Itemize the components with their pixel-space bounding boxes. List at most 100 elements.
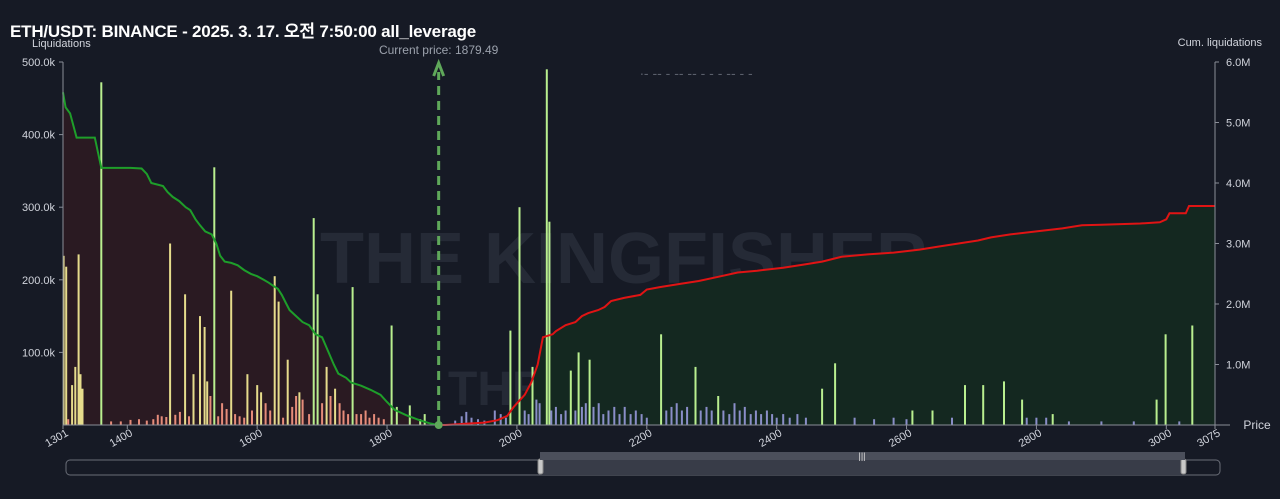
liquidation-bar	[660, 334, 663, 426]
liquidation-bar	[717, 396, 720, 425]
liquidation-bar	[548, 221, 551, 425]
liquidation-bar	[982, 385, 985, 425]
y-right-tick-label: 5.0M	[1226, 118, 1250, 130]
top-faded-text: ∙- -- - -- -- - - - -- - -	[640, 65, 753, 81]
liquidation-bar	[1045, 417, 1048, 425]
liquidation-bar	[788, 417, 791, 425]
liquidation-bar	[156, 414, 159, 425]
liquidation-bar	[325, 366, 328, 425]
y-right-tick-label: 4.0M	[1226, 178, 1250, 190]
liquidation-bar	[225, 409, 228, 425]
liquidation-bar	[675, 403, 678, 425]
liquidation-bar	[65, 266, 68, 425]
current-price-dot	[434, 421, 443, 429]
liquidation-bar	[1164, 334, 1167, 426]
chart-title: ETH/USDT: BINANCE - 2025. 3. 17. 오전 7:50…	[10, 22, 477, 41]
liquidation-bar	[1025, 417, 1028, 425]
liquidation-bar	[368, 417, 371, 425]
y-left-tick-label: 200.0k	[22, 275, 56, 287]
liquidation-bar	[699, 410, 702, 425]
liquidation-bar	[67, 419, 70, 425]
liquidation-bar	[645, 417, 648, 425]
liquidation-bar	[295, 396, 298, 425]
liquidation-bar	[178, 411, 181, 425]
x-axis-label: Price	[1243, 418, 1271, 432]
liquidation-bar	[821, 388, 824, 425]
liquidation-bar	[834, 363, 837, 425]
liquidation-bar	[234, 414, 237, 425]
liquidation-bar	[342, 410, 345, 425]
liquidation-bar	[110, 421, 113, 425]
liquidation-bar	[554, 406, 557, 425]
liquidation-bar	[77, 254, 80, 425]
y-axis-right-label: Cum. liquidations	[1178, 37, 1263, 49]
liquidation-bar	[523, 410, 526, 425]
liquidation-bar	[260, 392, 263, 425]
liquidation-bar	[1051, 414, 1054, 425]
liquidation-bar	[1155, 399, 1158, 425]
liquidation-bar	[408, 405, 411, 425]
liquidation-bar	[602, 414, 605, 425]
liquidation-bar	[722, 410, 725, 425]
liquidation-bar	[607, 410, 610, 425]
liquidation-bar	[951, 417, 953, 425]
liquidation-bar	[550, 410, 553, 425]
liquidation-bar	[286, 359, 289, 425]
liquidation-bar	[535, 399, 538, 425]
liquidation-bar	[584, 403, 587, 425]
liquidation-bar	[145, 420, 148, 425]
y-left-tick-label: 100.0k	[22, 347, 56, 359]
y-left-tick-label: 400.0k	[22, 130, 56, 142]
liquidation-bar	[264, 403, 267, 425]
liquidation-bar	[892, 417, 895, 425]
liquidation-bar	[221, 403, 224, 425]
liquidation-bar	[1191, 325, 1194, 425]
liquidation-bar	[282, 417, 285, 425]
liquidation-bar	[74, 366, 77, 425]
liquidation-bar	[119, 421, 122, 425]
liquidation-bar	[419, 419, 422, 425]
liquidation-bar	[964, 385, 966, 425]
short-cum-area	[63, 92, 439, 426]
liquidation-bar	[321, 403, 324, 425]
x-tick-label: 1800	[367, 427, 394, 450]
liquidation-bar	[853, 417, 856, 425]
liquidation-bar	[597, 403, 600, 425]
liquidation-bar	[796, 414, 799, 425]
liquidation-bar	[174, 414, 177, 425]
short-cum-line	[62, 92, 439, 426]
liquidation-bar	[911, 410, 914, 425]
liquidation-bar	[873, 419, 876, 425]
liquidation-bar	[138, 419, 140, 425]
liquidation-bar	[560, 414, 563, 425]
liquidation-bar	[694, 366, 697, 425]
liquidation-bar	[312, 218, 315, 425]
liquidation-bar	[338, 403, 341, 425]
liquidation-bar	[509, 330, 512, 425]
x-tick-label: 1301	[43, 427, 70, 450]
liquidation-bar	[705, 406, 708, 425]
liquidation-bar	[1021, 399, 1024, 425]
liquidation-bar	[580, 406, 583, 425]
liquidation-bar	[355, 414, 358, 425]
liquidation-bar	[531, 366, 534, 425]
liquidation-bar	[243, 417, 246, 425]
y-axis-left-label: Liquidations	[32, 38, 91, 50]
liquidation-bar	[347, 414, 350, 425]
liquidation-bar	[81, 388, 84, 425]
liquidation-bar	[373, 414, 376, 425]
liquidation-bar	[574, 410, 577, 425]
liquidation-bar	[269, 410, 272, 425]
liquidation-bar	[100, 82, 103, 426]
y-right-tick-label: 1.0M	[1226, 360, 1250, 372]
y-right-tick-label: 6.0M	[1226, 57, 1250, 69]
liquidation-bar	[743, 406, 746, 425]
liquidation-bar	[1035, 417, 1038, 425]
liquidation-bar	[395, 406, 398, 425]
liquidation-bar	[199, 316, 201, 425]
liquidation-bar	[749, 414, 752, 425]
liquidation-bar	[273, 276, 276, 425]
liquidation-bar	[771, 414, 774, 425]
liquidation-bar	[203, 327, 206, 425]
liquidation-bar	[634, 410, 637, 425]
